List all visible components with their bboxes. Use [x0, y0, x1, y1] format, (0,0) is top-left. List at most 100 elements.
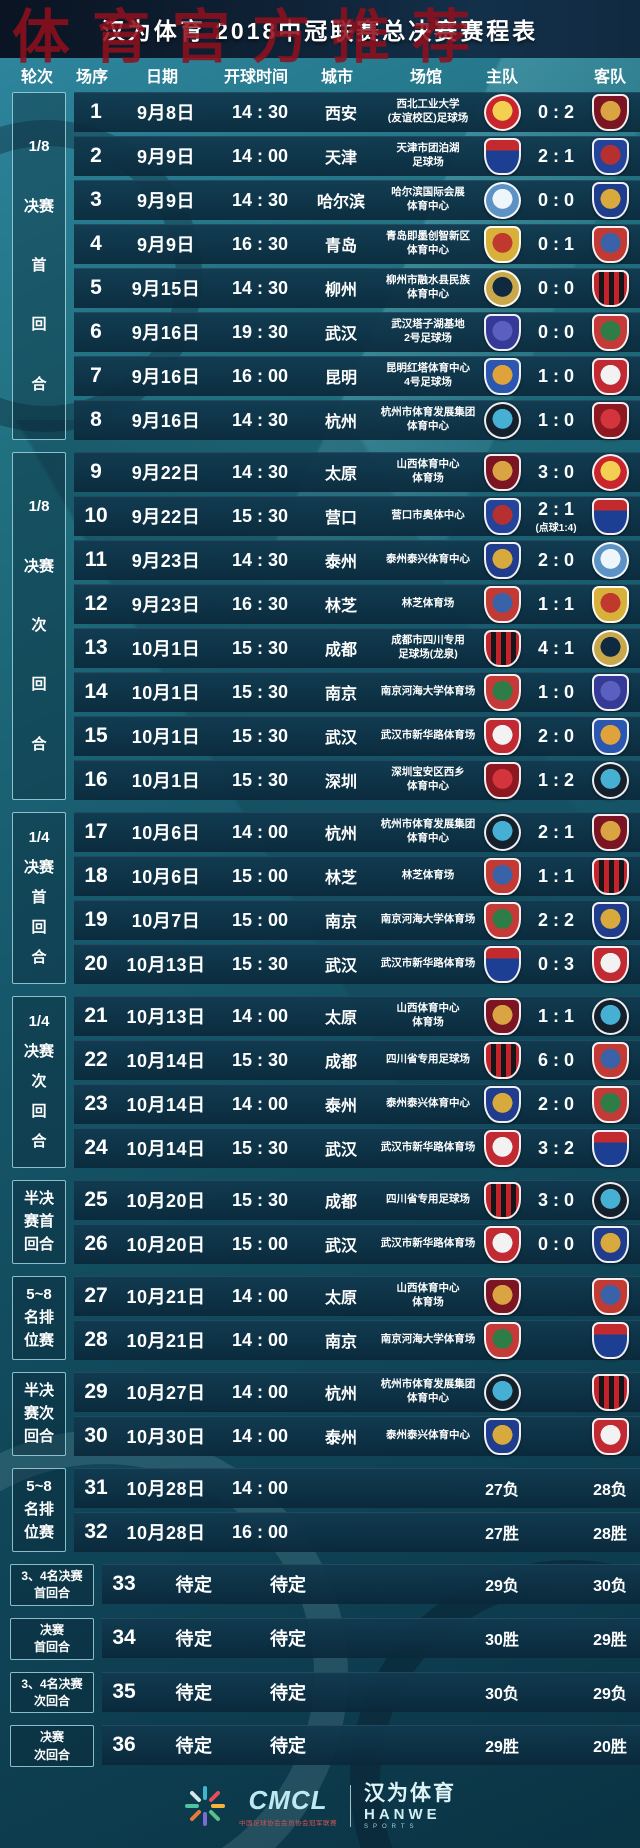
home-team-cell	[480, 1417, 524, 1455]
venue-line: 体育场	[412, 1296, 444, 1308]
away-team-cell	[588, 1417, 632, 1455]
round-label-line: 合	[31, 375, 47, 393]
match-date: 10月28日	[126, 1523, 206, 1543]
home-team-cell	[480, 313, 524, 351]
venue-line: 南京河海大学体育场	[380, 685, 476, 698]
match-row: 31 10月28日 14 : 00 27负 28负	[74, 1468, 640, 1508]
score-value: 1 : 1	[537, 1005, 575, 1026]
score: 0 : 2	[524, 102, 588, 123]
away-team-cell	[588, 1277, 632, 1315]
section-rows: 36 待定 待定 29胜 20胜	[102, 1725, 640, 1767]
match-row: 18 10月6日 15 : 00 林芝 林芝体育场 1 : 1	[74, 856, 640, 896]
venue-line: 武汉市新华路体育场	[380, 1141, 476, 1154]
round-label-line: 1/4	[28, 1013, 50, 1030]
away-team-cell	[588, 1129, 632, 1167]
city: 太原	[324, 1290, 357, 1307]
away-team-logo-redBlueBird	[591, 1041, 629, 1079]
section-rows: 25 10月20日 15 : 30 成都 四川省专用足球场 3 : 0 26 10月20日 15…	[74, 1180, 640, 1264]
section-rows: 1 9月8日 14 : 30 西安 西北工业大学 (友谊校区)足球场 0 : 2 2 9月9日 1…	[74, 92, 640, 440]
venue-line: 哈尔滨国际会展	[391, 186, 465, 199]
match-number: 17	[84, 820, 108, 843]
away-team-cell: 29负	[588, 1680, 632, 1704]
kickoff-time: 14 : 30	[231, 409, 289, 430]
kickoff-time: 14 : 00	[231, 1093, 289, 1114]
match-row: 27 10月21日 14 : 00 太原 山西体育中心 体育场	[74, 1276, 640, 1316]
kickoff-time: 15 : 00	[231, 865, 289, 886]
round-label-line: 名排	[23, 1501, 54, 1518]
kickoff-time: 15 : 00	[231, 1233, 289, 1254]
home-team-cell: 29胜	[480, 1733, 524, 1757]
score: 0 : 0	[524, 190, 588, 211]
score-value: 3 : 0	[537, 1189, 575, 1210]
match-row: 14 10月1日 15 : 30 南京 南京河海大学体育场 1 : 0	[74, 672, 640, 712]
match-date: 待定	[175, 1575, 213, 1595]
match-number: 10	[84, 504, 108, 527]
match-date: 10月21日	[126, 1331, 206, 1351]
away-team-cell	[588, 1041, 632, 1079]
kickoff-time: 14 : 30	[231, 101, 289, 122]
match-row: 22 10月14日 15 : 30 成都 四川省专用足球场 6 : 0	[74, 1040, 640, 1080]
venue: 西北工业大学 (友谊校区)足球场	[376, 98, 480, 125]
away-team-logo-blueGold	[591, 181, 629, 219]
venue-line: 营口市奥体中心	[391, 509, 465, 522]
venue-line: 泰州泰兴体育中心	[386, 553, 470, 566]
home-team-cell	[480, 269, 524, 307]
home-team-logo-blackRedStripe	[483, 1181, 521, 1219]
round-label-line: 首	[31, 256, 47, 274]
round-label-line: 首回合	[33, 1586, 70, 1601]
match-number: 9	[90, 460, 102, 483]
col-header-city: 城市	[320, 69, 353, 86]
match-number: 27	[84, 1284, 108, 1307]
home-team-logo-redBlueBird	[483, 585, 521, 623]
match-date: 9月16日	[131, 367, 201, 387]
venue-line: 足球场(龙泉)	[398, 648, 458, 660]
match-date: 10月1日	[131, 639, 201, 659]
venue: 柳州市融水县民族 体育中心	[376, 274, 480, 301]
city: 西安	[324, 106, 357, 123]
score-value: 0 : 0	[537, 189, 575, 210]
venue-line: 青岛即墨创智新区	[386, 230, 470, 243]
round-label-line: 决赛	[23, 557, 54, 575]
round-label-line: 回	[31, 676, 47, 694]
match-date: 9月9日	[136, 235, 196, 255]
venue-line: 体育中心	[407, 420, 449, 432]
venue: 武汉市新华路体育场	[376, 1141, 480, 1155]
match-date: 10月28日	[126, 1479, 206, 1499]
section-rows: 33 待定 待定 29负 30负	[102, 1564, 640, 1606]
score-value: 2 : 1	[537, 821, 575, 842]
home-team-logo-blueGold	[483, 541, 521, 579]
away-team-cell	[588, 1225, 632, 1263]
away-team-cell	[588, 269, 632, 307]
home-team-cell	[480, 93, 524, 131]
round-label-line: 名排	[23, 1309, 54, 1326]
home-team-cell: 27胜	[480, 1520, 524, 1544]
away-team-cell: 28胜	[588, 1520, 632, 1544]
venue-line: 天津市团泊湖	[396, 142, 460, 155]
venue-line: 武汉市新华路体育场	[380, 1237, 476, 1250]
away-team-placeholder: 29负	[593, 1685, 627, 1703]
round-label-line: 决赛	[23, 1043, 54, 1060]
match-number: 11	[84, 548, 108, 571]
home-team-cell	[480, 1041, 524, 1079]
match-date: 待定	[175, 1628, 213, 1649]
match-number: 16	[84, 768, 108, 791]
home-team-cell	[480, 945, 524, 983]
round-label-line: 决赛	[39, 1730, 64, 1745]
watermark-text: 体育官方推荐	[12, 3, 493, 71]
round-label-line: 次回合	[33, 1693, 70, 1708]
venue: 武汉市新华路体育场	[376, 1237, 480, 1251]
city: 太原	[324, 466, 357, 483]
venue: 青岛即墨创智新区 体育中心	[376, 230, 480, 257]
away-team-logo-yellowRed	[591, 585, 629, 623]
match-number: 2	[90, 144, 102, 167]
venue-line: 杭州市体育发展集团	[380, 818, 476, 831]
city: 武汉	[324, 326, 357, 343]
match-number: 12	[84, 592, 108, 615]
city: 武汉	[324, 730, 357, 747]
away-team-cell	[588, 813, 632, 851]
match-number: 35	[112, 1679, 136, 1703]
match-date: 10月1日	[131, 683, 201, 703]
away-team-logo-blueRed	[591, 497, 629, 535]
match-row: 33 待定 待定 29负 30负	[102, 1564, 640, 1604]
away-team-placeholder: 29胜	[593, 1631, 627, 1649]
